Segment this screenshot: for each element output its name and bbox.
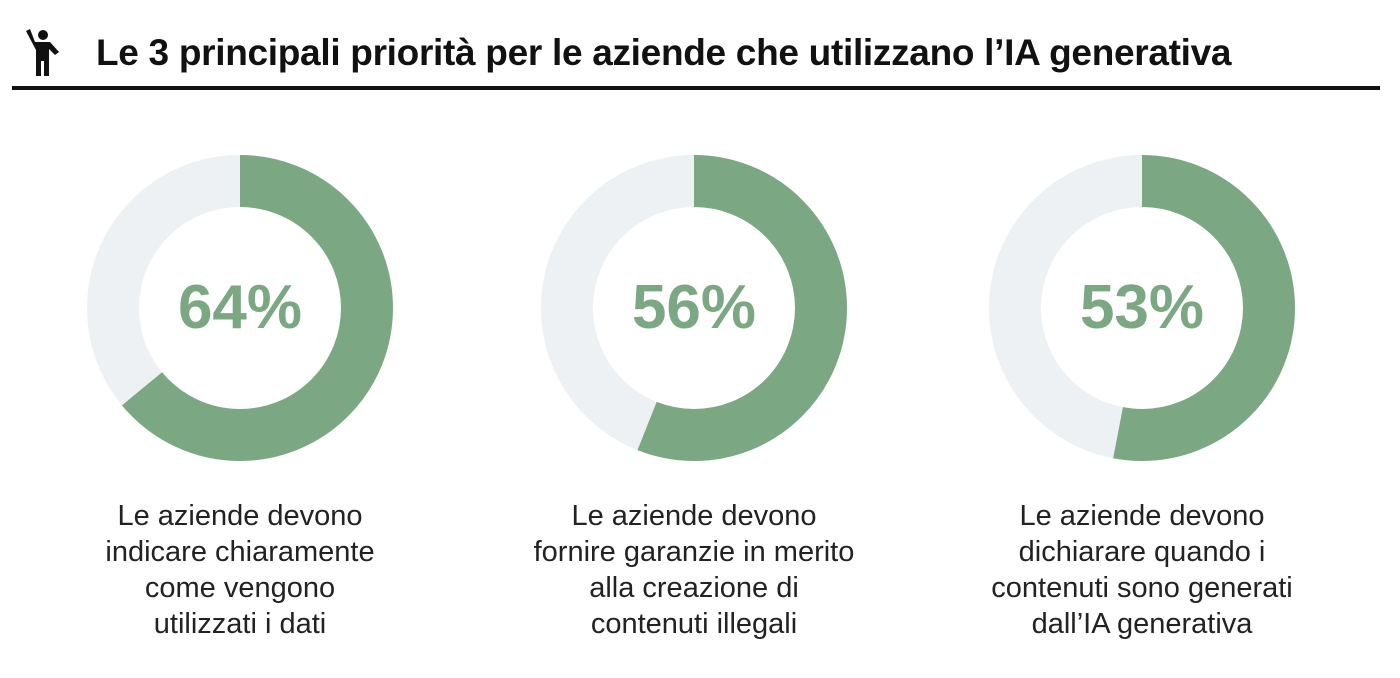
donut-caption: Le aziende devono fornire garanzie in me… (533, 500, 855, 640)
person-waving-icon (26, 29, 59, 76)
header: Le 3 principali priorità per le aziende … (12, 22, 1380, 90)
donut-value-arc (87, 155, 393, 461)
donut-chart: 53% (989, 155, 1295, 461)
donut-value-label: 53% (1079, 273, 1205, 342)
donut-chart: 56% (541, 155, 847, 461)
donut-value-label: 56% (631, 273, 757, 342)
donut-value-arc (989, 155, 1295, 461)
donut-value-arc (541, 155, 847, 461)
donut-caption: Le aziende devono dichiarare quando i co… (991, 500, 1293, 640)
donut-value-label: 64% (177, 273, 303, 342)
donut-chart: 64% (87, 155, 393, 461)
page-title: Le 3 principali priorità per le aziende … (96, 32, 1232, 73)
donut-caption: Le aziende devono indicare chiaramente c… (105, 500, 375, 640)
